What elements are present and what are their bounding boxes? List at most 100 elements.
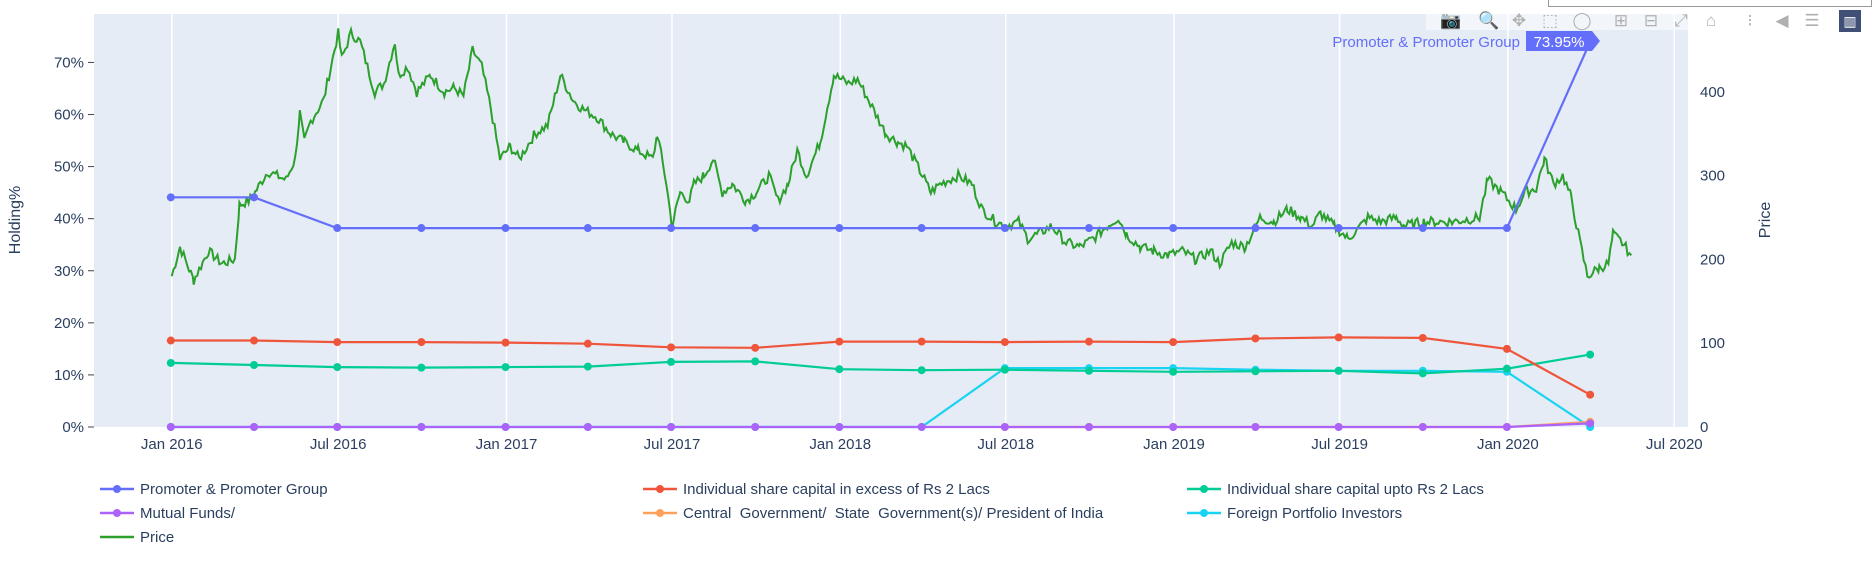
data-point xyxy=(1586,350,1595,359)
x-tick-label: Jul 2017 xyxy=(644,436,701,453)
data-point xyxy=(751,357,760,366)
hover-label: Promoter & Promoter Group 73.95% xyxy=(1332,31,1600,51)
data-point xyxy=(501,363,510,372)
plot-background[interactable] xyxy=(94,14,1688,427)
y2-tick-label: 100 xyxy=(1700,335,1725,352)
x-tick-label: Jan 2018 xyxy=(809,436,871,453)
modebar xyxy=(1426,10,1692,30)
data-point xyxy=(1084,337,1093,346)
plotly-logo-icon[interactable]: ▥ xyxy=(1839,10,1861,32)
legend-item[interactable]: Promoter & Promoter Group xyxy=(100,478,328,500)
data-point xyxy=(751,224,760,233)
y-axis-title: Holding% xyxy=(7,186,24,254)
data-point xyxy=(667,423,676,431)
y-tick-label: 20% xyxy=(54,315,84,332)
legend-swatch-icon xyxy=(1187,485,1221,493)
hover-closest-icon[interactable]: ◀ xyxy=(1775,11,1789,30)
data-point xyxy=(583,362,592,371)
data-point xyxy=(1502,344,1511,353)
data-point xyxy=(751,343,760,352)
data-point xyxy=(917,224,926,233)
data-point xyxy=(667,224,676,233)
legend-item[interactable]: Individual share capital upto Rs 2 Lacs xyxy=(1187,478,1484,500)
data-point xyxy=(250,361,259,370)
data-point xyxy=(417,363,426,372)
y2-tick-label: 300 xyxy=(1700,168,1725,185)
legend-item[interactable]: Central Government/ State Government(s)/… xyxy=(643,502,1103,524)
legend-swatch-icon xyxy=(1187,509,1221,517)
data-point xyxy=(1251,423,1260,431)
lasso-icon[interactable]: ◯ xyxy=(1572,11,1592,30)
data-point xyxy=(1586,419,1595,428)
legend-item[interactable]: Foreign Portfolio Investors xyxy=(1187,502,1402,524)
data-point xyxy=(1334,423,1343,431)
data-point xyxy=(250,193,259,202)
legend-label: Promoter & Promoter Group xyxy=(140,480,328,498)
legend-item[interactable]: Individual share capital in excess of Rs… xyxy=(643,478,990,500)
data-point xyxy=(667,357,676,366)
data-point xyxy=(1418,333,1427,342)
data-point xyxy=(1418,369,1427,378)
camera-icon[interactable]: 📷 xyxy=(1440,11,1462,30)
series-line xyxy=(170,41,1592,230)
data-point xyxy=(835,224,844,233)
y-tick-label: 70% xyxy=(54,54,84,71)
legend-label: Mutual Funds/ xyxy=(140,504,236,522)
data-point xyxy=(835,337,844,346)
data-point xyxy=(1169,338,1178,347)
data-point xyxy=(501,224,510,233)
box-select-icon[interactable]: ⬚ xyxy=(1541,11,1559,30)
data-point xyxy=(1000,423,1009,431)
legend-item[interactable]: Mutual Funds/ xyxy=(100,502,235,524)
data-point xyxy=(1502,224,1511,233)
data-point xyxy=(501,338,510,347)
autoscale-icon[interactable]: ⤢ xyxy=(1674,11,1688,30)
y-tick-label: 60% xyxy=(54,107,84,124)
pan-icon[interactable]: ✥ xyxy=(1511,11,1527,30)
data-point xyxy=(417,224,426,233)
data-point xyxy=(1418,224,1427,233)
zoom-icon[interactable]: 🔍 xyxy=(1478,11,1500,30)
x-tick-label: Jan 2017 xyxy=(476,436,538,453)
data-point xyxy=(166,358,175,367)
data-point xyxy=(250,423,259,431)
data-point xyxy=(1334,333,1343,342)
legend-swatch-icon xyxy=(100,485,134,493)
y-tick-label: 10% xyxy=(54,367,84,384)
data-point xyxy=(1334,366,1343,375)
zoom-out-icon[interactable]: ⊟ xyxy=(1643,11,1659,30)
x-tick-label: Jan 2019 xyxy=(1143,436,1205,453)
data-point xyxy=(583,423,592,431)
data-point xyxy=(166,193,175,202)
legend-label: Individual share capital in excess of Rs… xyxy=(683,480,990,498)
y-tick-label: 40% xyxy=(54,211,84,228)
hover-box xyxy=(1526,31,1600,51)
series-line xyxy=(170,336,1591,396)
y2-axis-title: Price xyxy=(1757,202,1774,239)
data-point xyxy=(250,336,259,345)
data-point xyxy=(1502,364,1511,373)
data-point xyxy=(751,423,760,431)
spike-lines-icon[interactable]: ⁝ xyxy=(1747,11,1753,30)
x-tick-label: Jul 2020 xyxy=(1646,436,1703,453)
zoom-in-icon[interactable]: ⊞ xyxy=(1613,11,1629,30)
data-point xyxy=(1169,367,1178,376)
hover-compare-icon[interactable]: ☰ xyxy=(1804,11,1820,30)
data-point xyxy=(166,336,175,345)
legend-swatch-icon xyxy=(643,485,677,493)
reset-axes-icon[interactable]: ⌂ xyxy=(1705,11,1717,30)
data-point xyxy=(1334,224,1343,233)
y2-tick-label: 0 xyxy=(1700,419,1708,436)
y2-tick-label: 400 xyxy=(1700,84,1725,101)
data-point xyxy=(835,423,844,431)
data-point xyxy=(333,363,342,372)
legend-swatch-icon xyxy=(643,509,677,517)
data-point xyxy=(667,343,676,352)
data-point xyxy=(501,423,510,431)
legend-item[interactable]: Price xyxy=(100,526,174,548)
y-tick-label: 0% xyxy=(62,419,84,436)
y2-tick-label: 200 xyxy=(1700,251,1725,268)
data-point xyxy=(917,423,926,431)
data-point xyxy=(1000,224,1009,233)
